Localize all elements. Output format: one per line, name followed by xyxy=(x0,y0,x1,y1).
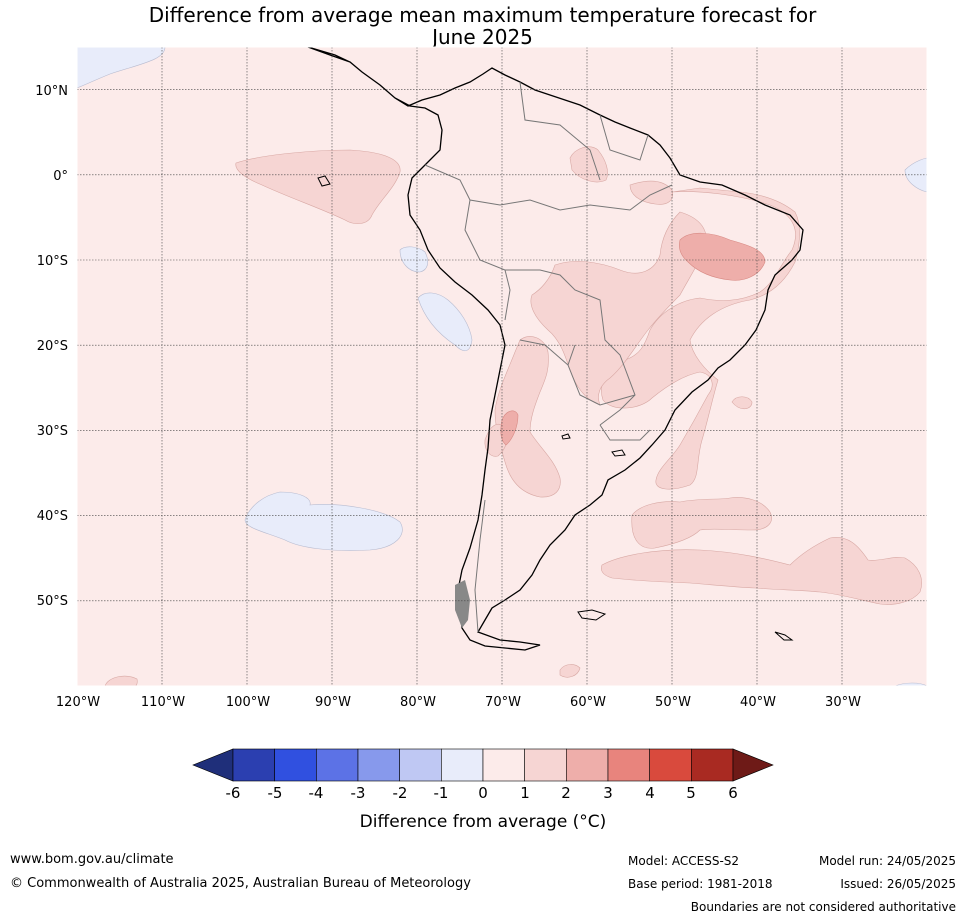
colorbar-tick: 4 xyxy=(645,784,655,802)
colorbar-tick: -5 xyxy=(268,784,283,802)
colorbar-tick: 3 xyxy=(603,784,613,802)
colorbar-tick: 5 xyxy=(686,784,696,802)
island-small-1 xyxy=(561,433,571,440)
colorbar-ticks: -6 -5 -4 -3 -2 -1 0 1 2 3 4 5 6 xyxy=(226,784,738,802)
title-line-1: Difference from average mean maximum tem… xyxy=(148,3,817,27)
colorbar-swatch xyxy=(524,748,567,782)
footer-base-period: Base period: 1981-2018 xyxy=(628,877,773,891)
colorbar-swatch xyxy=(232,748,275,782)
footer-copyright: © Commonwealth of Australia 2025, Austra… xyxy=(10,876,471,891)
lat-label: 10°N xyxy=(35,84,68,99)
lon-label: 120°W xyxy=(56,695,100,710)
islands xyxy=(317,175,794,641)
colorbar-swatch xyxy=(649,748,692,782)
patch-south-atlantic-1 xyxy=(631,497,772,549)
colorbar-tick: 2 xyxy=(561,784,571,802)
patch-andes-warm xyxy=(500,410,519,446)
colorbar-swatches xyxy=(192,748,774,782)
patch-amazon-east xyxy=(629,180,673,205)
chile-archipelago xyxy=(455,580,470,628)
colorbar-tick: -2 xyxy=(393,784,408,802)
gridlines xyxy=(77,47,927,686)
map-frame xyxy=(76,46,928,687)
lon-label: 90°W xyxy=(315,695,351,710)
colorbar-swatch xyxy=(607,748,650,782)
patch-andes-argentina xyxy=(494,336,561,498)
south-america-coastline xyxy=(307,47,804,651)
anomaly-2-3-regions xyxy=(500,232,766,446)
colorbar-swatch xyxy=(274,748,317,782)
colorbar-swatch xyxy=(691,748,734,782)
patch-brazil-east xyxy=(601,187,800,490)
footer-url: www.bom.gov.au/climate xyxy=(10,852,174,867)
colorbar-label: Difference from average (°C) xyxy=(360,812,607,832)
colorbar-swatch xyxy=(316,748,359,782)
colorbar-arrow-high xyxy=(732,748,774,782)
lon-label: 70°W xyxy=(485,695,521,710)
island-falklands xyxy=(577,609,607,621)
patch-brazil-coast-small xyxy=(731,396,753,410)
patch-neg-equatorial xyxy=(399,246,429,273)
axis-labels: 10°N 0° 10°S 20°S 30°S 40°S 50°S 120°W 1… xyxy=(35,84,861,710)
patch-pacific-equatorial xyxy=(235,149,401,224)
lat-label: 30°S xyxy=(37,424,68,439)
lon-label: 30°W xyxy=(825,695,861,710)
island-small-2 xyxy=(611,449,626,457)
lat-label: 40°S xyxy=(37,509,68,524)
patch-neg-pacific-south xyxy=(244,491,403,551)
lon-label: 60°W xyxy=(570,695,606,710)
lon-label: 110°W xyxy=(141,695,185,710)
footer-issued: Issued: 26/05/2025 xyxy=(840,877,956,891)
lon-label: 80°W xyxy=(400,695,436,710)
colorbar-tick: -3 xyxy=(351,784,366,802)
island-south-georgia xyxy=(774,631,794,641)
lon-label: 100°W xyxy=(226,695,270,710)
colorbar-arrow-low xyxy=(192,748,234,782)
colorbar-swatch xyxy=(357,748,400,782)
lat-label: 0° xyxy=(53,169,68,184)
island-galapagos xyxy=(317,175,331,187)
colorbar-swatch xyxy=(399,748,442,782)
patch-far-south xyxy=(559,664,581,678)
patch-neg-atlantic-east xyxy=(904,157,927,193)
footer-model-run: Model run: 24/05/2025 xyxy=(818,854,956,868)
colorbar-tick: 0 xyxy=(478,784,488,802)
lon-label: 50°W xyxy=(655,695,691,710)
colorbar-tick: -6 xyxy=(226,784,241,802)
patch-neg-peru-coast xyxy=(417,292,473,352)
colorbar-tick: -4 xyxy=(309,784,324,802)
footer-disclaimer: Boundaries are not considered authoritat… xyxy=(690,900,956,914)
lat-label: 20°S xyxy=(37,339,68,354)
lat-label: 10°S xyxy=(37,254,68,269)
footer-model: Model: ACCESS-S2 xyxy=(628,854,740,868)
lat-label: 50°S xyxy=(37,594,68,609)
chart-title: Difference from average mean maximum tem… xyxy=(0,4,965,48)
colorbar-swatch xyxy=(482,748,525,782)
lon-label: 40°W xyxy=(740,695,776,710)
anomaly-negative-regions xyxy=(77,47,927,686)
colorbar-swatch xyxy=(441,748,484,782)
colorbar-swatch xyxy=(566,748,609,782)
patch-south-atlantic-2 xyxy=(601,537,922,605)
colorbar-tick: 6 xyxy=(728,784,738,802)
country-borders xyxy=(424,81,673,633)
colorbar-tick: 1 xyxy=(520,784,530,802)
title-line-2: June 2025 xyxy=(432,25,533,49)
colorbar-tick: -1 xyxy=(434,784,449,802)
